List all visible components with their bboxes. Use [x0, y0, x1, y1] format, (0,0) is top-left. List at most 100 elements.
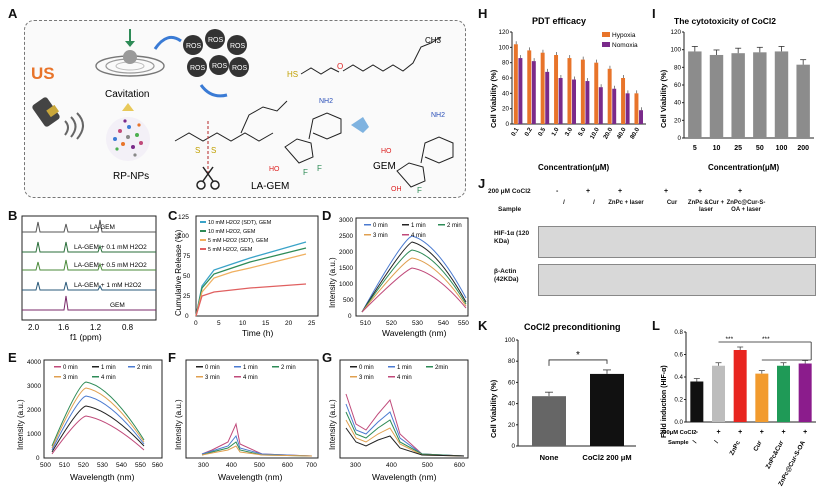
h-bar: [598, 87, 603, 124]
panel-i: The cytotoxicity of CoCl2 Cell Viability…: [656, 10, 820, 174]
l-cocl2-mark: +: [803, 429, 807, 436]
np-label: RP-NPs: [113, 171, 149, 182]
h-bar: [585, 81, 590, 124]
e-curve: [51, 415, 145, 455]
nmr-xtick: 0.8: [122, 323, 134, 332]
l-bar: [733, 350, 747, 422]
cocl2-cytotoxicity-chart: The cytotoxicity of CoCl2 Cell Viability…: [659, 16, 814, 172]
svg-text:NH2: NH2: [319, 98, 333, 105]
panel-letter-e: E: [8, 350, 17, 365]
svg-text:Hypoxia: Hypoxia: [612, 32, 636, 39]
h-ylabel: Cell Viability (%): [489, 69, 498, 128]
i-ytick-label: 60: [674, 82, 682, 89]
panel-k: CoCl2 preconditioning Cell Viability (%)…: [486, 318, 650, 488]
ch3-label: CH3: [425, 36, 442, 45]
h-xtick-label: 80.0: [629, 126, 641, 140]
svg-text:S: S: [211, 146, 216, 155]
f-curve: [201, 422, 313, 457]
hif-band-label: HIF-1α (120 KDa): [494, 230, 530, 245]
svg-text:3 min: 3 min: [359, 375, 374, 381]
svg-text:540: 540: [438, 320, 449, 327]
j-cocl2-mark: +: [618, 188, 623, 195]
svg-text:75: 75: [183, 253, 191, 260]
svg-text:O: O: [337, 62, 343, 71]
e-xticks: 500 510 520 530 540 550 560: [40, 462, 163, 469]
i-bar: [796, 64, 810, 138]
svg-text:3000: 3000: [27, 383, 42, 390]
svg-text:510: 510: [360, 320, 371, 327]
cavitation-icon: [95, 29, 165, 77]
svg-text:400: 400: [386, 462, 397, 469]
svg-text:ROS: ROS: [186, 43, 202, 50]
svg-text:2 min: 2 min: [137, 365, 152, 371]
nmr-trace-label: LA-GEM + 1 mM H2O2: [74, 282, 142, 289]
panel-g: Intensity (a.u.) 300 400 500 600 Wavelengt…: [326, 354, 472, 488]
svg-text:F: F: [417, 186, 422, 195]
h-bar: [612, 88, 617, 124]
k-significance-mark: *: [576, 350, 580, 361]
d-curve: [361, 235, 467, 313]
release-line-4: [195, 283, 307, 317]
svg-text:400: 400: [226, 462, 237, 469]
g-curve: [345, 427, 465, 457]
svg-text:500: 500: [254, 462, 265, 469]
nmr-trace-label: GEM: [110, 302, 125, 309]
svg-text:ROS: ROS: [190, 65, 206, 72]
gem-label: GEM: [373, 161, 396, 172]
e-curve: [51, 387, 145, 449]
g-curve: [345, 403, 465, 457]
svg-text:550: 550: [458, 320, 469, 327]
i-xtick-label: 50: [756, 145, 764, 152]
l-ytick-label: 0.2: [674, 397, 683, 404]
j-sample-label: /: [563, 200, 565, 206]
svg-text:20: 20: [285, 320, 293, 327]
l-cocl2-mark: -: [696, 429, 699, 436]
g-legend: 0 min 1 min 2min 3 min 4 min: [350, 365, 448, 381]
svg-text:1 min: 1 min: [397, 365, 412, 371]
nanoparticles-icon: [106, 117, 150, 161]
svg-text:600: 600: [454, 462, 465, 469]
h-ytick-label: 120: [498, 29, 509, 36]
panel-f: Intensity (a.u.) 300 400 500 600 700 Wavel…: [172, 354, 322, 488]
svg-text:F: F: [303, 168, 308, 177]
svg-text:1 min: 1 min: [243, 365, 258, 371]
svg-text:100: 100: [178, 233, 189, 240]
l-ytick-label: 0.4: [674, 374, 683, 381]
us-label: US: [31, 64, 55, 83]
h-xtick-label: 10.0: [589, 126, 601, 140]
l-ytick-label: 0.6: [674, 352, 683, 359]
h-xtick-label: 40.0: [616, 126, 628, 140]
l-bar: [777, 365, 790, 422]
svg-text:500: 500: [422, 462, 433, 469]
h-bar: [594, 62, 599, 124]
svg-text:S: S: [195, 146, 200, 155]
i-ytick-label: 80: [674, 64, 682, 71]
release-ylabel: Cumulative Release (%): [174, 229, 183, 316]
g-xticks: 300 400 500 600: [350, 462, 465, 469]
svg-text:2min: 2min: [435, 365, 448, 371]
svg-text:0: 0: [185, 313, 189, 320]
j-sample-header: Sample: [498, 206, 522, 213]
h-bar: [545, 71, 550, 124]
l-sample-label: ZnPc: [729, 439, 743, 456]
e-curve: [51, 395, 145, 451]
fatty-acid-chain: [342, 36, 442, 72]
release-line-2: [195, 247, 307, 317]
h-bar: [518, 58, 523, 124]
l-bar: [755, 373, 769, 422]
i-ytick-label: 100: [670, 47, 681, 54]
svg-text:600: 600: [282, 462, 293, 469]
l-sample-label: Cur: [752, 439, 764, 452]
nmr-chart: LA-GEM LA-GEM + 0.1 mM H2O2 LA-GEM + 0.5…: [21, 215, 157, 342]
e-xlabel: Wavelength (nm): [70, 472, 135, 482]
h-xtick-label: 1.0: [550, 126, 561, 137]
panel-letter-a: A: [8, 6, 18, 21]
svg-text:25: 25: [308, 320, 316, 327]
h-bar: [540, 52, 545, 125]
panel-letter-j: J: [478, 176, 486, 191]
d-curve: [361, 249, 467, 313]
panel-l: Fold induction (HIF-α) 200μM CoCl2 Sampl…: [656, 318, 822, 488]
j-cocl2-mark: +: [664, 188, 669, 195]
d-curve: [361, 241, 467, 313]
svg-text:OH: OH: [391, 186, 402, 193]
